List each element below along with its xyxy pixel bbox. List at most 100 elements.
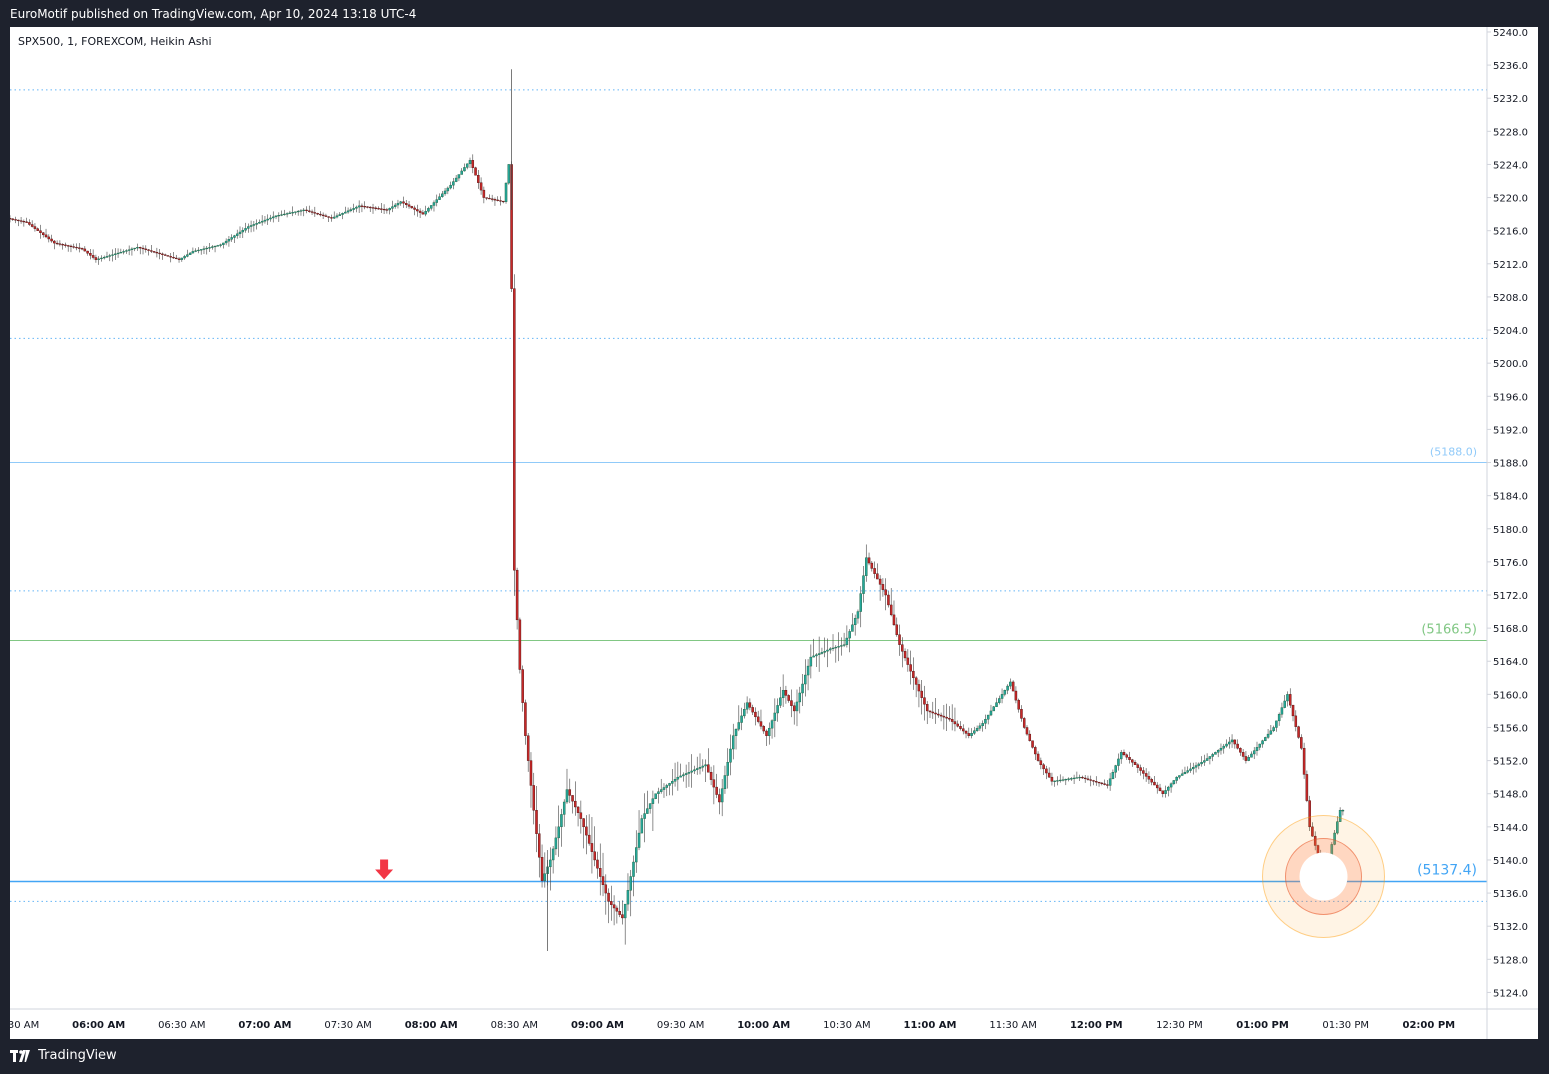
candle-body [1076,778,1078,779]
candle [294,212,296,215]
candle-body [976,728,978,730]
candle [34,223,36,232]
candle [225,238,227,245]
candle-body [1004,690,1006,694]
candle [1278,713,1280,726]
candle [427,207,429,213]
price-tick-label: 5192.0 [1493,425,1528,436]
candle-body [156,252,158,253]
candle-body [782,690,784,698]
candle-body [1043,765,1045,769]
candle [297,210,299,216]
candle-body [1153,782,1155,785]
candle [383,204,385,214]
candle-body [375,208,377,209]
candle-body [1065,779,1067,780]
candle [1167,786,1169,796]
candle [560,809,562,847]
candle [1087,776,1089,781]
candle [1198,762,1200,769]
candle [64,243,66,248]
price-tick-label: 5236.0 [1493,61,1528,72]
candle [466,163,468,169]
price-tick-label: 5184.0 [1493,492,1528,503]
price-tick-label: 5188.0 [1493,459,1528,470]
candle [1026,725,1028,736]
candle-body [910,665,912,672]
candle [1007,684,1009,694]
candle-body [741,716,743,723]
candle-body [441,194,443,197]
candle [1228,737,1230,749]
candle-body [779,698,781,706]
candle-body [696,768,698,769]
candle-body [1095,781,1097,782]
candle [1092,780,1094,785]
candle-body [959,726,961,728]
candle-body [366,207,368,208]
candle-body [1189,769,1191,771]
candle [26,218,28,223]
candle-body [264,220,266,221]
candle [552,846,554,874]
candle [971,728,973,738]
candle [885,578,887,610]
candle-body [904,651,906,658]
candle [857,609,859,623]
candle [777,698,779,721]
candle-body [602,877,604,885]
candle [145,245,147,252]
candle-body [957,724,959,726]
highlight-ring-center [1300,853,1348,901]
candle [1253,747,1255,759]
candle-body [26,222,28,223]
chart-panel[interactable]: (5188.0) (5166.5) (5137.4) 5124.0 5128.0 513… [10,27,1538,1039]
candle-body [62,244,64,245]
candle-body [1223,746,1225,748]
price-tick-label: 5212.0 [1493,260,1528,271]
candle-body [341,213,343,214]
candle [566,769,568,804]
candle-body [247,227,249,229]
candle [995,698,997,707]
candle [463,164,465,172]
candle [896,618,898,637]
candle-body [524,703,526,736]
time-tick-label: 11:00 AM [903,1020,956,1031]
candle [350,207,352,212]
candle-body [619,911,621,914]
candle [1065,779,1067,785]
candle [616,905,618,923]
price-tick-label: 5232.0 [1493,94,1528,105]
candle-body [505,183,507,202]
candle [810,644,812,678]
candle [768,722,770,744]
candle [1181,770,1183,776]
footer: TradingView [10,1046,117,1066]
candle [641,815,643,833]
candle [236,230,238,239]
candle [239,226,241,238]
candle-body [1264,737,1266,740]
candle-body [541,857,543,880]
candle [649,803,651,813]
candle [269,215,271,222]
price-tick-label: 5228.0 [1493,127,1528,138]
candle [1292,705,1294,721]
candle [51,235,53,243]
candle [619,901,621,917]
candle [752,705,754,715]
candle-body [799,693,801,702]
candle-body [344,212,346,213]
candle [1206,753,1208,761]
time-tick-label: 01:00 PM [1236,1020,1289,1031]
chart-canvas[interactable]: (5188.0) (5166.5) (5137.4) 5124.0 5128.0 513… [10,27,1538,1039]
candle-body [297,211,299,212]
candle [505,182,507,203]
candle-body [749,703,751,708]
candle-body [591,843,593,851]
time-tick-label: 06:30 AM [158,1020,205,1031]
candle [929,710,931,717]
candle-body [148,250,150,251]
candle [1004,690,1006,697]
